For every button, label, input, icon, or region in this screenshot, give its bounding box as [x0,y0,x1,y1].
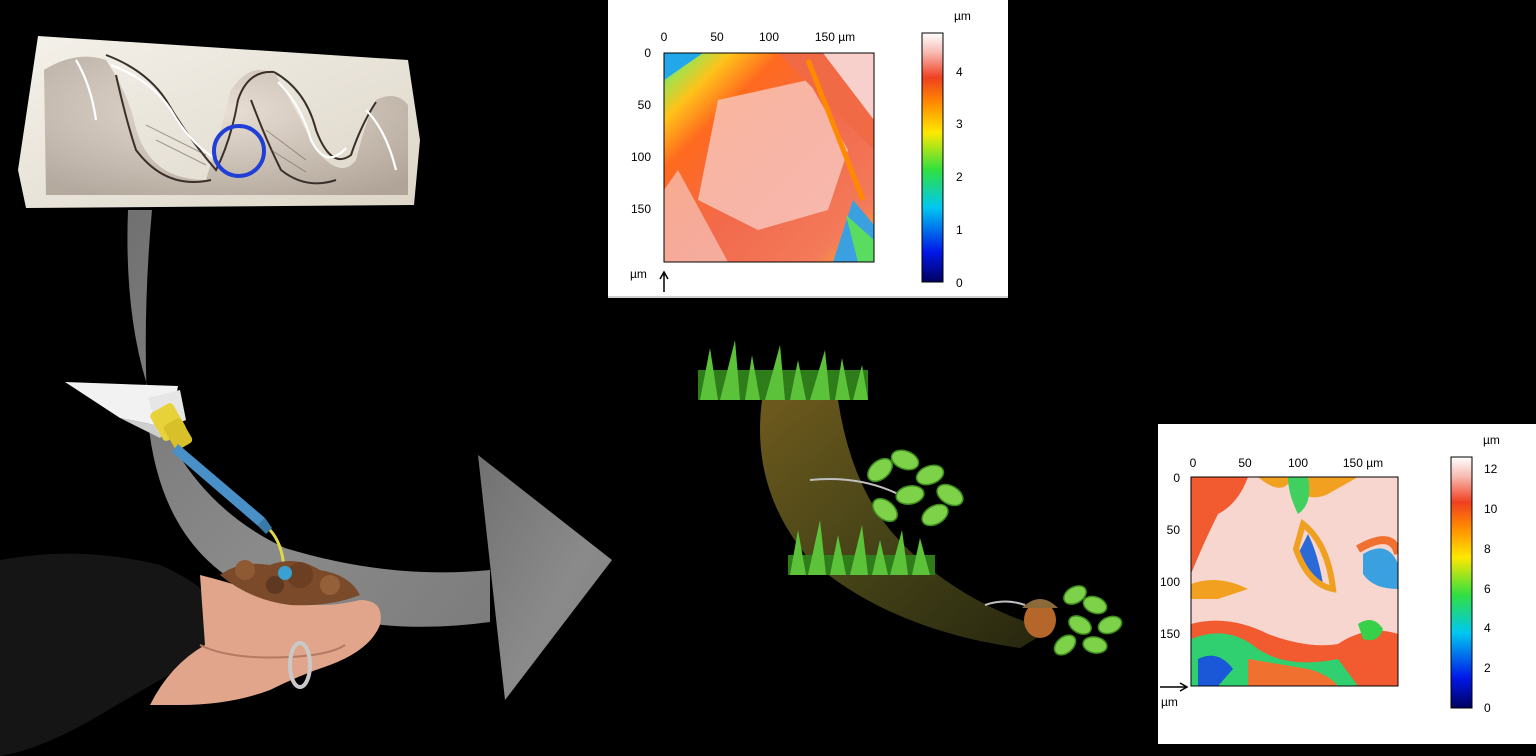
leaves-icon [809,449,964,527]
colorbar-tick: 2 [1484,661,1491,675]
x-tick: 100 [759,30,779,44]
colorbar-tick: 2 [956,170,963,184]
highlight-circle [212,124,266,178]
y-tick: 0 [1173,471,1180,485]
colorbar-tick: 1 [956,223,963,237]
colorbar-tick: 8 [1484,542,1491,556]
y-tick: 100 [1160,575,1180,589]
x-tick: 150 µm [815,30,855,44]
colorbar-unit: µm [954,9,971,23]
colorbar-tick: 10 [1484,502,1498,516]
x-tick: 0 [1190,456,1197,470]
surface-map-bottom: 0 50 100 150 µm 0 50 100 150 µm µm 0 2 4… [1158,424,1536,744]
colorbar-tick: 4 [1484,621,1491,635]
y-unit: µm [1161,695,1178,709]
process-arrow [127,210,612,700]
x-tick: 150 µm [1343,456,1383,470]
colorbar-unit: µm [1483,433,1500,447]
y-tick: 50 [638,98,652,112]
colorbar [921,32,944,283]
grass-icon [788,520,935,575]
colorbar-tick: 6 [1484,582,1491,596]
acorn-icon [984,585,1123,656]
y-tick: 50 [1167,523,1181,537]
x-tick: 50 [710,30,724,44]
surface-map-top: 0 50 100 150 µm 0 50 100 150 µm µm 0 1 2… [608,0,1008,298]
colorbar-tick: 3 [956,117,963,131]
colorbar-tick: 0 [1484,701,1491,715]
colorbar-tick: 12 [1484,462,1498,476]
x-tick: 100 [1288,456,1308,470]
x-tick: 50 [1238,456,1252,470]
x-tick: 0 [661,30,668,44]
y-tick: 150 [631,202,651,216]
diet-gradient [698,340,1123,656]
colorbar-tick: 0 [956,276,963,290]
colorbar-tick: 4 [956,65,963,79]
grass-icon [698,340,868,400]
hand-with-soil [0,553,381,756]
y-tick: 0 [644,46,651,60]
y-tick: 100 [631,150,651,164]
y-unit: µm [630,267,647,281]
tooth-illustration [18,36,420,208]
colorbar [1450,456,1473,709]
molding-tube [65,382,286,585]
y-tick: 150 [1160,627,1180,641]
